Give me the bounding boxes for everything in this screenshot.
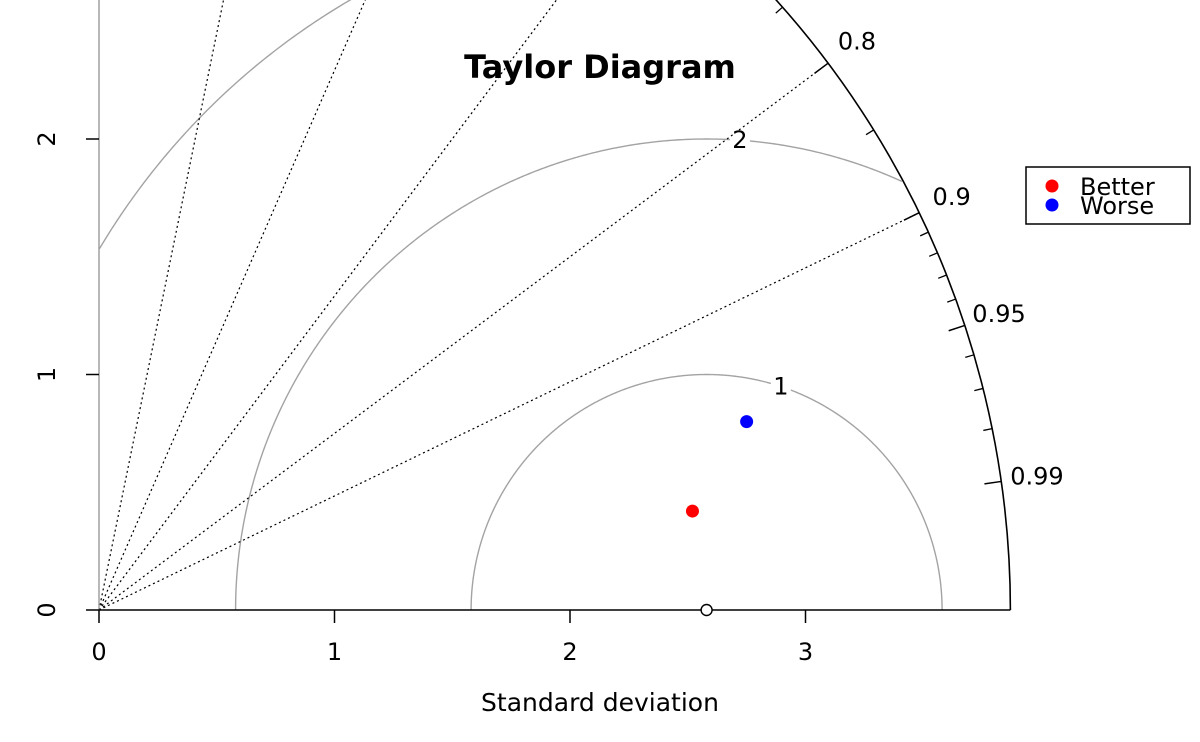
correlation-minor-tick	[775, 6, 783, 14]
correlation-ticks: 0.10.20.30.40.50.60.70.80.90.950.99Corre…	[775, 6, 1064, 490]
outer-arc	[774, 0, 1012, 611]
y-axis-tick-label: 2	[33, 131, 61, 146]
rms-contours: 123	[98, 0, 943, 611]
correlation-major-tick	[984, 480, 1002, 485]
x-axis-tick-label: 2	[562, 638, 577, 666]
correlation-minor-tick	[965, 354, 975, 358]
correlation-minor-tick	[947, 298, 956, 303]
axes: 01230123	[33, 131, 813, 666]
rms-contour-label: 1	[773, 373, 788, 401]
x-axis-tick-label: 1	[327, 638, 342, 666]
rms-contour-2	[234, 138, 903, 611]
correlation-minor-tick	[865, 129, 875, 136]
data-points	[685, 415, 754, 617]
correlation-minor-tick	[928, 252, 938, 257]
correlation-tick-label: 0.99	[1010, 462, 1063, 490]
legend: Better Worse	[1025, 166, 1191, 225]
legend-marker-better	[1045, 179, 1059, 193]
x-axis-tick-label: 3	[798, 638, 813, 666]
rms-label-bg	[770, 372, 791, 399]
correlation-line-0_6	[98, 0, 558, 611]
rms-contour-label: 2	[732, 126, 747, 154]
x-axis-tick-label: 0	[91, 638, 106, 666]
correlation-minor-tick	[937, 274, 947, 279]
correlation-line-0_4	[98, 0, 366, 611]
data-point-better	[685, 504, 699, 518]
correlation-minor-tick	[983, 427, 993, 432]
legend-box	[1025, 166, 1191, 225]
rms-contour-3	[98, 0, 352, 250]
legend-marker-worse	[1045, 198, 1059, 212]
rms-contour-1	[470, 373, 943, 611]
correlation-line-0_2	[98, 0, 225, 611]
correlation-major-tick	[903, 212, 920, 221]
y-axis-tick-label: 0	[33, 602, 61, 617]
correlation-lines	[98, 0, 920, 611]
correlation-line-0_8	[98, 62, 829, 611]
correlation-tick-label: 0.8	[838, 28, 876, 56]
diagram-frame	[98, 0, 1012, 611]
data-point-worse	[740, 415, 754, 429]
x-axis-label: Standard deviation	[481, 688, 719, 717]
legend-label-worse: Worse	[1080, 192, 1154, 220]
legend-label-better: Better	[1080, 173, 1155, 201]
correlation-minor-tick	[919, 231, 929, 237]
correlation-line-0_9	[98, 212, 920, 611]
correlation-major-tick	[948, 324, 966, 332]
correlation-tick-label: 0.95	[972, 300, 1025, 328]
correlation-minor-tick	[974, 387, 984, 392]
y-axis-tick-label: 1	[33, 367, 61, 382]
chart-title: Taylor Diagram	[464, 48, 736, 86]
reference-point	[700, 603, 713, 617]
correlation-tick-label: 0.9	[933, 183, 971, 211]
correlation-major-tick	[814, 62, 829, 74]
